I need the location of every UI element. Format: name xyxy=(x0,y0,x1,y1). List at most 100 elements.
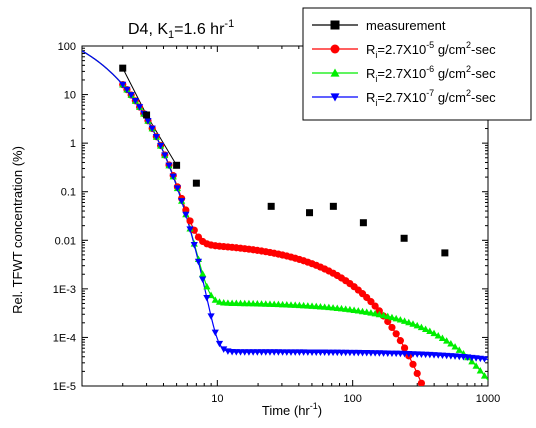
series-point xyxy=(405,318,413,326)
series-point xyxy=(476,367,484,374)
series-point xyxy=(358,307,367,315)
legend-marker xyxy=(330,68,340,77)
legend-label: Ri=2.7X10-6 g/cm2-sec xyxy=(366,64,496,84)
series-point xyxy=(371,302,379,310)
series-point xyxy=(422,325,430,332)
series-point xyxy=(203,282,211,290)
y-tick-label: 0.1 xyxy=(61,187,76,199)
measurement-point xyxy=(192,179,200,187)
series-point xyxy=(392,330,400,338)
x-tick-label: 100 xyxy=(343,393,361,405)
legend-entry: measurement xyxy=(312,18,446,33)
series-point xyxy=(443,337,451,344)
measurement-point xyxy=(329,202,337,210)
measurement-point xyxy=(267,202,275,210)
series-point xyxy=(480,356,488,363)
series-point xyxy=(186,217,194,225)
legend: measurement Ri=2.7X10-5 g/cm2-sec Ri=2.7X1… xyxy=(302,7,532,121)
series-point xyxy=(182,211,190,219)
legend-marker xyxy=(330,20,340,30)
series-point xyxy=(215,340,224,348)
series-point xyxy=(396,337,404,345)
series-point xyxy=(438,334,447,341)
series-point xyxy=(346,305,354,313)
series-point xyxy=(388,313,396,321)
measurement-point xyxy=(173,161,181,169)
legend-label: Ri=2.7X10-7 g/cm2-sec xyxy=(366,88,496,108)
series-point xyxy=(354,307,362,314)
y-tick-label: 0.01 xyxy=(55,235,76,247)
x-tick-label: 10 xyxy=(211,393,223,405)
y-axis-label: Rel. TFWT concentration (%) xyxy=(10,146,25,314)
series-point xyxy=(400,317,409,324)
legend-label: Ri=2.7X10-5 g/cm2-sec xyxy=(366,40,496,60)
legend-marker xyxy=(330,93,340,102)
series-point xyxy=(190,242,198,249)
series-point xyxy=(379,311,388,319)
y-tick-label: 10 xyxy=(64,90,76,102)
series-point xyxy=(156,142,165,150)
measurement-point xyxy=(306,209,314,217)
y-tick-label: 1E-4 xyxy=(53,332,76,344)
measurement-point xyxy=(143,111,151,119)
y-tick-label: 1E-5 xyxy=(53,381,76,393)
series-point xyxy=(455,346,463,353)
series-point xyxy=(367,309,375,316)
series-point xyxy=(161,152,169,159)
plot-frame xyxy=(81,45,489,387)
series-point xyxy=(127,92,135,99)
series-point xyxy=(211,329,219,337)
series-point xyxy=(199,270,207,277)
x-tick-label: 1000 xyxy=(476,393,500,405)
series-point xyxy=(215,298,224,305)
series-point xyxy=(363,308,371,315)
legend-label: measurement xyxy=(366,18,446,33)
series-point xyxy=(430,329,438,337)
series-point xyxy=(203,295,211,302)
measurement-point xyxy=(400,234,408,242)
series-point xyxy=(211,296,219,303)
series-point xyxy=(384,312,392,320)
y-tick-label: 1 xyxy=(70,138,76,150)
series-point xyxy=(375,310,383,318)
series-point xyxy=(447,339,455,347)
series-markers xyxy=(119,64,488,386)
series-point xyxy=(144,117,152,125)
series-point xyxy=(220,346,228,353)
series-point xyxy=(165,162,173,170)
series-point xyxy=(451,343,459,350)
legend-entry: Ri=2.7X10-7 g/cm2-sec xyxy=(312,88,496,108)
series-point xyxy=(396,316,404,323)
series-point xyxy=(148,125,156,133)
series-point xyxy=(199,276,207,284)
series-point xyxy=(194,258,203,266)
series-point xyxy=(207,313,215,320)
series-point xyxy=(131,97,139,105)
series-point xyxy=(350,306,358,313)
series-point xyxy=(123,86,131,94)
series-point xyxy=(417,323,426,331)
series-point xyxy=(135,104,144,111)
series-point xyxy=(480,372,488,379)
series-point xyxy=(173,185,182,192)
series-point xyxy=(169,173,177,181)
legend-entry: Ri=2.7X10-5 g/cm2-sec xyxy=(312,40,496,60)
legend-entry: Ri=2.7X10-6 g/cm2-sec xyxy=(312,64,496,84)
series-point xyxy=(186,226,194,233)
series-point xyxy=(152,133,160,141)
series-point xyxy=(426,327,434,334)
series-point xyxy=(392,314,400,322)
measurement-point xyxy=(119,64,127,72)
series-point xyxy=(417,379,426,386)
legend-marker xyxy=(330,44,340,54)
series-point xyxy=(371,309,379,317)
measurement-point xyxy=(359,219,367,227)
series-point xyxy=(388,323,396,332)
series-point xyxy=(178,198,186,205)
y-tick-label: 100 xyxy=(58,41,76,53)
series-point xyxy=(119,81,127,89)
x-axis-label: Time (hr-1) xyxy=(262,401,322,418)
series-point xyxy=(413,321,421,329)
series-point xyxy=(409,320,417,327)
